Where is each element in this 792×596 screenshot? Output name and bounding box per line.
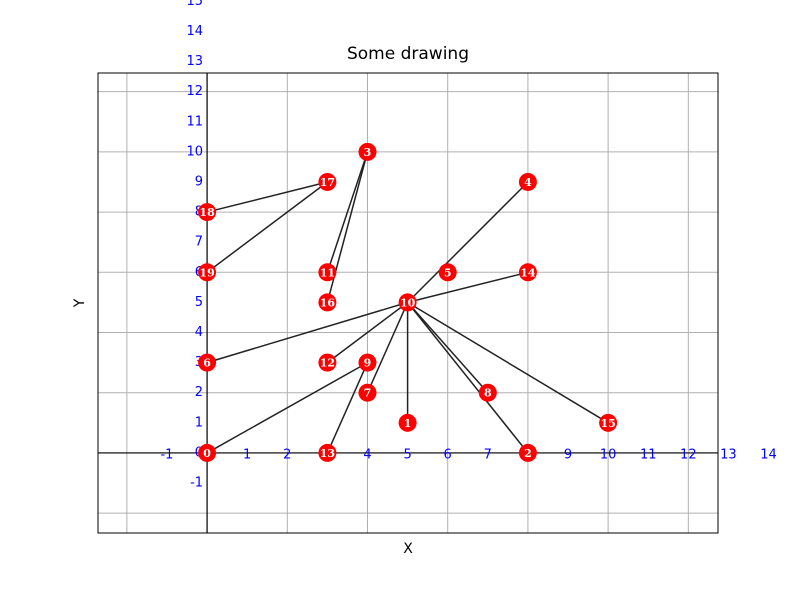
x-tick-label: 14	[760, 447, 777, 462]
x-tick-label: 6	[444, 447, 452, 462]
node	[198, 443, 217, 462]
y-tick-label: 11	[187, 114, 204, 129]
node-label: 10	[400, 296, 416, 309]
x-tick-label: 5	[403, 447, 411, 462]
node-label: 12	[320, 357, 335, 370]
ticks: -101234567891011121314-10123456789101112…	[160, 0, 776, 491]
y-tick-label: 12	[187, 84, 204, 99]
node-label: 3	[364, 146, 372, 159]
edge	[326, 151, 369, 273]
y-tick-label: 14	[187, 24, 204, 39]
x-tick-label: 13	[720, 447, 737, 462]
x-tick-label: 11	[640, 447, 657, 462]
node	[318, 443, 337, 462]
x-tick-label: 4	[363, 447, 371, 462]
node-label: 1	[404, 417, 412, 430]
node-label: 14	[520, 266, 536, 279]
node	[198, 203, 217, 222]
node	[398, 413, 417, 432]
node	[358, 383, 377, 402]
node	[438, 263, 457, 282]
node-label: 7	[364, 387, 372, 400]
node	[318, 353, 337, 372]
node-label: 8	[484, 387, 492, 400]
node	[198, 263, 217, 282]
y-tick-label: 1	[195, 415, 203, 430]
edge	[206, 181, 328, 213]
node-label: 18	[199, 206, 215, 219]
edge	[407, 271, 529, 304]
y-axis-label: Y	[72, 298, 88, 308]
x-tick-label: 1	[243, 447, 251, 462]
edge	[206, 181, 328, 273]
y-tick-label: 4	[195, 325, 203, 340]
edge	[407, 301, 609, 424]
x-tick-label: -1	[160, 447, 173, 462]
edges	[206, 151, 609, 454]
y-tick-label: 15	[187, 0, 204, 9]
y-tick-label: 9	[195, 174, 203, 189]
node	[518, 263, 537, 282]
y-tick-label: -1	[190, 476, 203, 491]
node-label: 2	[524, 447, 532, 460]
node	[318, 293, 337, 312]
node-label: 6	[203, 357, 211, 370]
y-tick-label: 13	[187, 54, 204, 69]
node-label: 13	[320, 447, 335, 460]
node-label: 5	[444, 266, 452, 279]
node	[398, 293, 417, 312]
edge	[206, 301, 408, 364]
edge	[407, 301, 489, 394]
grid	[98, 73, 718, 533]
edge	[366, 302, 409, 394]
edge	[326, 151, 369, 303]
y-tick-label: 5	[195, 295, 203, 310]
node	[318, 172, 337, 191]
plot-frame	[97, 72, 719, 534]
node	[478, 383, 497, 402]
node	[318, 263, 337, 282]
y-tick-label: 2	[195, 385, 203, 400]
node	[198, 353, 217, 372]
edge	[407, 301, 529, 454]
node	[599, 413, 618, 432]
edge	[326, 362, 369, 454]
x-tick-label: 7	[484, 447, 492, 462]
x-axis-label: X	[403, 541, 413, 557]
chart-title: Some drawing	[347, 44, 469, 64]
node	[358, 353, 377, 372]
node-label: 17	[320, 176, 335, 189]
x-tick-label: 12	[680, 447, 697, 462]
node	[518, 172, 537, 191]
node-label: 15	[600, 417, 615, 430]
node-label: 0	[203, 447, 211, 460]
node-label: 11	[320, 266, 335, 279]
edge	[326, 301, 409, 364]
edge	[407, 181, 529, 303]
node-label: 4	[524, 176, 532, 189]
x-tick-label: 2	[283, 447, 291, 462]
y-tick-label: 7	[195, 235, 203, 250]
node	[358, 142, 377, 161]
node-label: 19	[199, 266, 214, 279]
node-label: 9	[364, 357, 372, 370]
node	[518, 443, 537, 462]
x-tick-label: 9	[564, 447, 572, 462]
y-tick-label: 10	[187, 144, 204, 159]
node-label: 16	[320, 296, 336, 309]
edge	[206, 361, 368, 454]
x-tick-label: 10	[600, 447, 617, 462]
